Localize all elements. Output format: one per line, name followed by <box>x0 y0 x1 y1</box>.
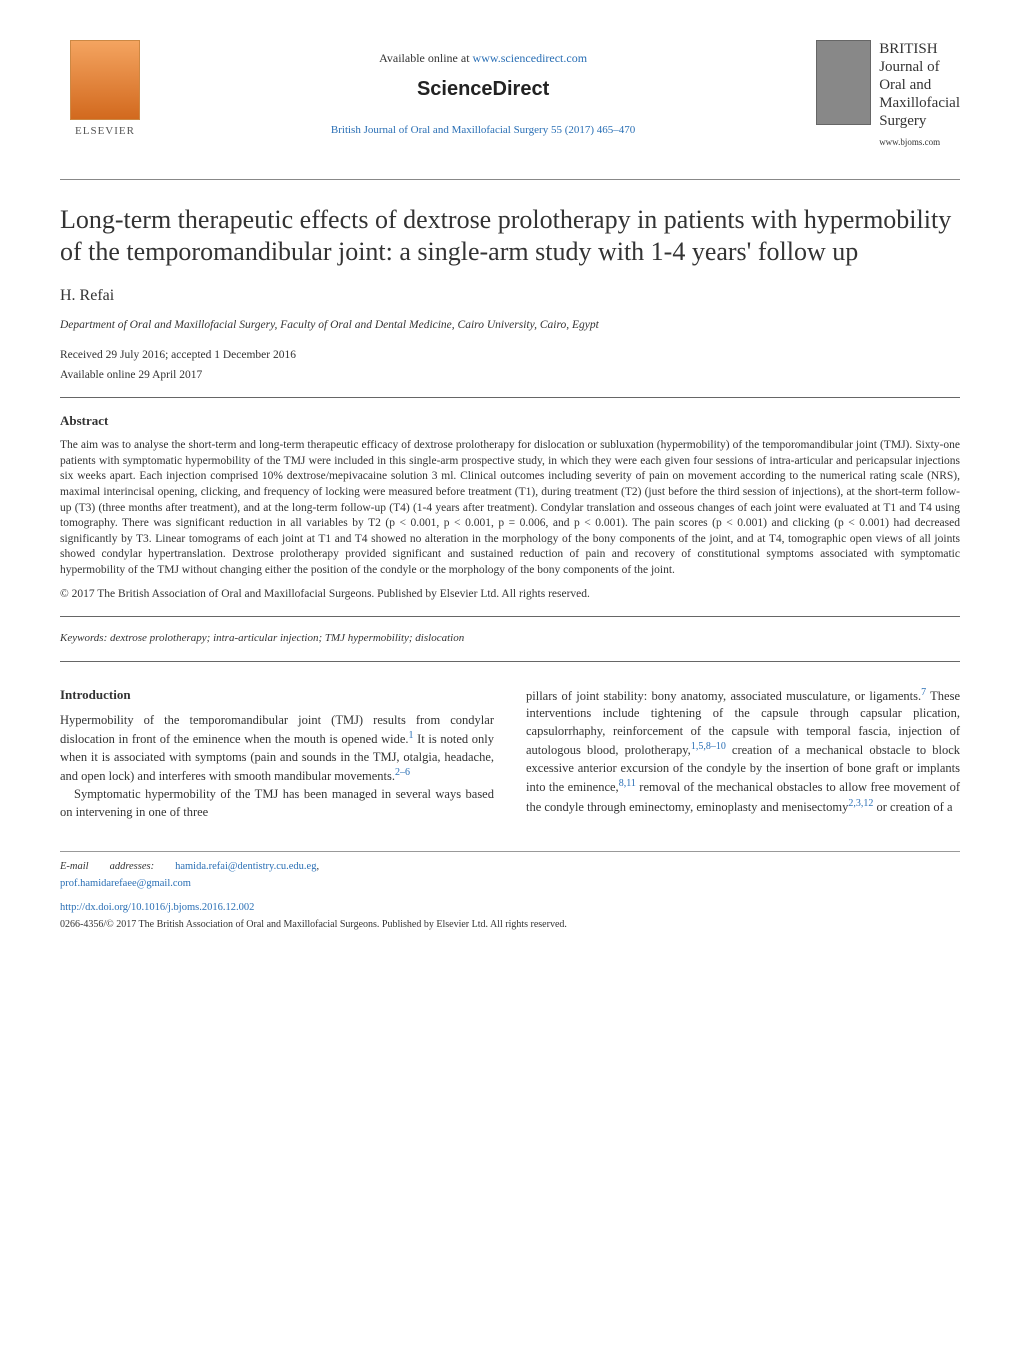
introduction-heading: Introduction <box>60 686 494 704</box>
article-author: H. Refai <box>60 285 960 307</box>
article-affiliation: Department of Oral and Maxillofacial Sur… <box>60 317 960 333</box>
ref-2-6[interactable]: 2–6 <box>395 767 410 778</box>
sciencedirect-brand: ScienceDirect <box>150 75 816 103</box>
article-dates-received: Received 29 July 2016; accepted 1 Decemb… <box>60 347 960 363</box>
page-header: ELSEVIER Available online at www.science… <box>60 40 960 149</box>
keywords-text: dextrose prolotherapy; intra-articular i… <box>110 632 464 644</box>
intro-continuation: pillars of joint stability: bony anatomy… <box>526 686 960 817</box>
available-online: Available online at www.sciencedirect.co… <box>150 50 816 67</box>
email-row: E-mail addresses: hamida.refai@dentistry… <box>60 860 960 875</box>
intro-p2: Symptomatic hypermobility of the TMJ has… <box>60 787 494 819</box>
article-dates-available: Available online 29 April 2017 <box>60 367 960 383</box>
keywords-bottom-rule <box>60 661 960 662</box>
journal-title-line2: Journal of <box>879 58 960 76</box>
abstract-copyright: © 2017 The British Association of Oral a… <box>60 586 960 602</box>
journal-title-line5: Surgery <box>879 112 960 130</box>
abstract-text: The aim was to analyse the short-term an… <box>60 438 960 578</box>
ref-1-5-8-10[interactable]: 1,5,8–10 <box>691 741 726 752</box>
body-columns: Introduction Hypermobility of the tempor… <box>60 686 960 822</box>
intro-paragraph-2: Symptomatic hypermobility of the TMJ has… <box>60 786 494 821</box>
addresses-label: addresses: <box>110 861 155 872</box>
journal-title-line4: Maxillofacial <box>879 94 960 112</box>
col2-e: or creation of a <box>873 800 952 814</box>
sciencedirect-url[interactable]: www.sciencedirect.com <box>473 51 588 65</box>
email-row-2: prof.hamidarefaee@gmail.com <box>60 877 960 892</box>
journal-block: BRITISH Journal of Oral and Maxillofacia… <box>816 40 960 149</box>
keywords-label: Keywords: <box>60 632 110 644</box>
journal-title-line1: BRITISH <box>879 40 960 58</box>
center-header: Available online at www.sciencedirect.co… <box>150 40 816 138</box>
elsevier-logo <box>70 40 140 120</box>
article-title: Long-term therapeutic effects of dextros… <box>60 204 960 269</box>
email-2[interactable]: prof.hamidarefaee@gmail.com <box>60 878 191 889</box>
ref-8-11[interactable]: 8,11 <box>619 778 636 789</box>
col2-a: pillars of joint stability: bony anatomy… <box>526 689 921 703</box>
intro-paragraph-1: Hypermobility of the temporomandibular j… <box>60 712 494 786</box>
column-right: pillars of joint stability: bony anatomy… <box>526 686 960 822</box>
page-footer: E-mail addresses: hamida.refai@dentistry… <box>60 851 960 932</box>
abstract-top-rule <box>60 397 960 398</box>
journal-title-line3: Oral and <box>879 76 960 94</box>
journal-url[interactable]: www.bjoms.com <box>879 136 960 149</box>
email-1[interactable]: hamida.refai@dentistry.cu.edu.eg <box>175 861 316 872</box>
header-rule <box>60 179 960 180</box>
journal-citation[interactable]: British Journal of Oral and Maxillofacia… <box>150 123 816 138</box>
keywords-top-rule <box>60 616 960 617</box>
keywords: Keywords: dextrose prolotherapy; intra-a… <box>60 631 960 646</box>
journal-title-block: BRITISH Journal of Oral and Maxillofacia… <box>879 40 960 149</box>
publisher-name: ELSEVIER <box>75 124 135 139</box>
footer-copyright: 0266-4356/© 2017 The British Association… <box>60 918 960 932</box>
publisher-block: ELSEVIER <box>60 40 150 139</box>
available-prefix: Available online at <box>379 51 472 65</box>
column-left: Introduction Hypermobility of the tempor… <box>60 686 494 822</box>
journal-logo <box>816 40 871 125</box>
email-label: E-mail <box>60 861 89 872</box>
abstract-heading: Abstract <box>60 412 960 430</box>
ref-2-3-12[interactable]: 2,3,12 <box>848 798 873 809</box>
doi-link[interactable]: http://dx.doi.org/10.1016/j.bjoms.2016.1… <box>60 901 960 916</box>
